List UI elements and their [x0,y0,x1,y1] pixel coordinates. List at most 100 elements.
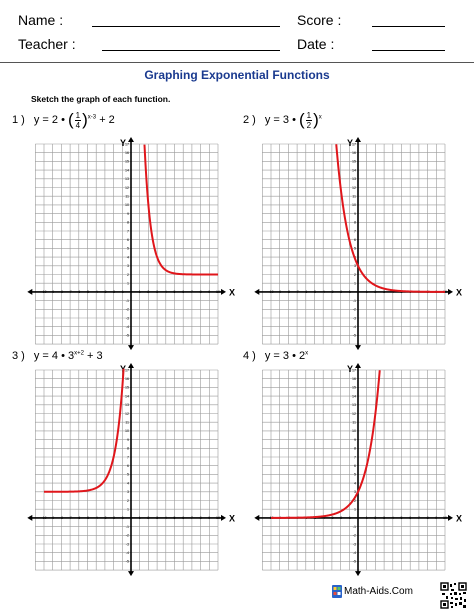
y-tick-label: -3 [353,316,356,320]
x-tick-label: 10 [443,516,447,520]
function-curve [335,144,445,293]
x-tick-label: -2 [339,290,342,294]
x-tick-label: -5 [313,516,316,520]
x-tick-label: 4 [392,290,394,294]
y-arrow-icon [355,137,361,142]
y-tick-label: 15 [125,160,129,164]
y-tick-label: 15 [352,160,356,164]
x-arrow-icon [254,514,260,521]
y-tick-label: -1 [353,525,356,529]
y-tick-label: 17 [352,142,356,146]
exponent: x-3 [87,114,97,121]
name-line[interactable] [92,26,280,27]
teacher-line[interactable] [102,50,280,51]
y-tick-label: 7 [127,455,129,459]
y-tick-label: -1 [126,299,129,303]
x-tick-label: 8 [427,516,429,520]
y-tick-label: 17 [352,368,356,372]
graph-2[interactable]: XY-10 -9 -8 -7 -6 -5 -4 -3 -2 -1 1 2 3 4 5 6 7 8 9 10171615… [254,137,465,351]
y-tick-label: 3 [354,490,356,494]
score-label: Score : [297,12,342,28]
y-tick-label: 12 [125,186,129,190]
y-tick-label: -4 [126,325,129,329]
y-tick-label: 3 [354,264,356,268]
x-axis-label: X [229,513,235,523]
x-tick-label: 7 [191,290,193,294]
graph-3[interactable]: XY-10 -9 -8 -7 -6 -5 -4 -3 -2 -1 1 2 3 4 5 6 7 8 9 10171615… [27,363,238,577]
exponent: x [305,350,309,357]
x-tick-label: 5 [174,516,176,520]
x-tick-label: 7 [418,516,420,520]
y-tick-label: 9 [354,438,356,442]
worksheet-title: Graphing Exponential Functions [144,68,330,82]
problem-2-equation: 2 ) y = 3 • (1 2)x [243,110,322,130]
equation-coefficient: y = 2 [33,113,58,126]
y-tick-label: 8 [127,447,129,451]
y-tick-label: 3 [127,490,129,494]
y-arrow-icon [355,571,361,577]
x-tick-label: 9 [435,516,437,520]
y-tick-label: 9 [127,438,129,442]
y-tick-label: 13 [125,177,129,181]
problem-number: 4 ) [243,350,256,362]
y-tick-label: 6 [127,238,129,242]
qr-code-icon [440,582,467,609]
y-tick-label: 4 [127,481,129,485]
footer-brand: Math-Aids.Com [344,586,413,597]
x-tick-label: 1 [139,516,141,520]
graph-1[interactable]: XY-10 -9 -8 -7 -6 -5 -4 -3 -2 -1 1 2 3 4 5 6 7 8 9 10171615… [27,137,238,351]
y-tick-label: 14 [352,394,356,398]
x-arrow-icon [448,514,453,521]
y-tick-label: 11 [352,421,356,425]
y-tick-label: 7 [127,229,129,233]
y-axis-label: Y [347,364,353,374]
y-tick-label: 12 [352,412,356,416]
exponential-base: 2 [298,350,306,362]
y-tick-label: 7 [354,455,356,459]
y-tick-label: 16 [125,151,129,155]
problem-number: 3 ) [12,350,25,362]
math-aids-logo-icon [332,585,342,598]
x-tick-label: 8 [200,516,202,520]
y-tick-label: 1 [354,282,356,286]
x-tick-label: 5 [401,516,403,520]
x-axis-label: X [456,513,462,523]
x-tick-label: 7 [191,516,193,520]
x-tick-label: 5 [401,290,403,294]
y-tick-label: -3 [126,542,129,546]
y-tick-label: 10 [352,203,356,207]
x-tick-label: -10 [41,290,46,294]
x-tick-label: -2 [112,516,115,520]
y-tick-label: 5 [127,247,129,251]
x-tick-label: -4 [322,290,325,294]
y-tick-label: 2 [127,499,129,503]
name-label: Name : [18,12,64,28]
y-arrow-icon [128,345,134,351]
y-tick-label: 11 [125,195,129,199]
x-tick-label: 2 [374,516,376,520]
x-tick-label: -5 [86,516,89,520]
graph-4[interactable]: XY-10 -9 -8 -7 -6 -5 -4 -3 -2 -1 1 2 3 4 5 6 7 8 9 10171615… [254,363,465,577]
x-tick-label: -4 [95,290,98,294]
x-axis-label: X [229,287,235,297]
x-arrow-icon [221,514,226,521]
x-tick-label: -1 [121,516,124,520]
y-tick-label: -2 [353,308,356,312]
exponent: x+2 [74,350,84,357]
x-tick-label: -3 [330,290,333,294]
x-tick-label: 10 [216,516,220,520]
multiply-dot: • [292,113,296,126]
x-tick-label: 6 [182,290,184,294]
x-tick-label: -8 [60,516,63,520]
y-tick-label: 2 [354,499,356,503]
y-tick-label: 1 [127,282,129,286]
x-tick-label: -3 [330,516,333,520]
y-arrow-icon [128,571,134,577]
x-tick-label: -8 [60,290,63,294]
y-tick-label: -4 [353,325,356,329]
date-line[interactable] [372,50,445,51]
date-label: Date : [297,36,335,52]
x-tick-label: 9 [208,290,210,294]
score-line[interactable] [372,26,445,27]
y-tick-label: 8 [354,447,356,451]
